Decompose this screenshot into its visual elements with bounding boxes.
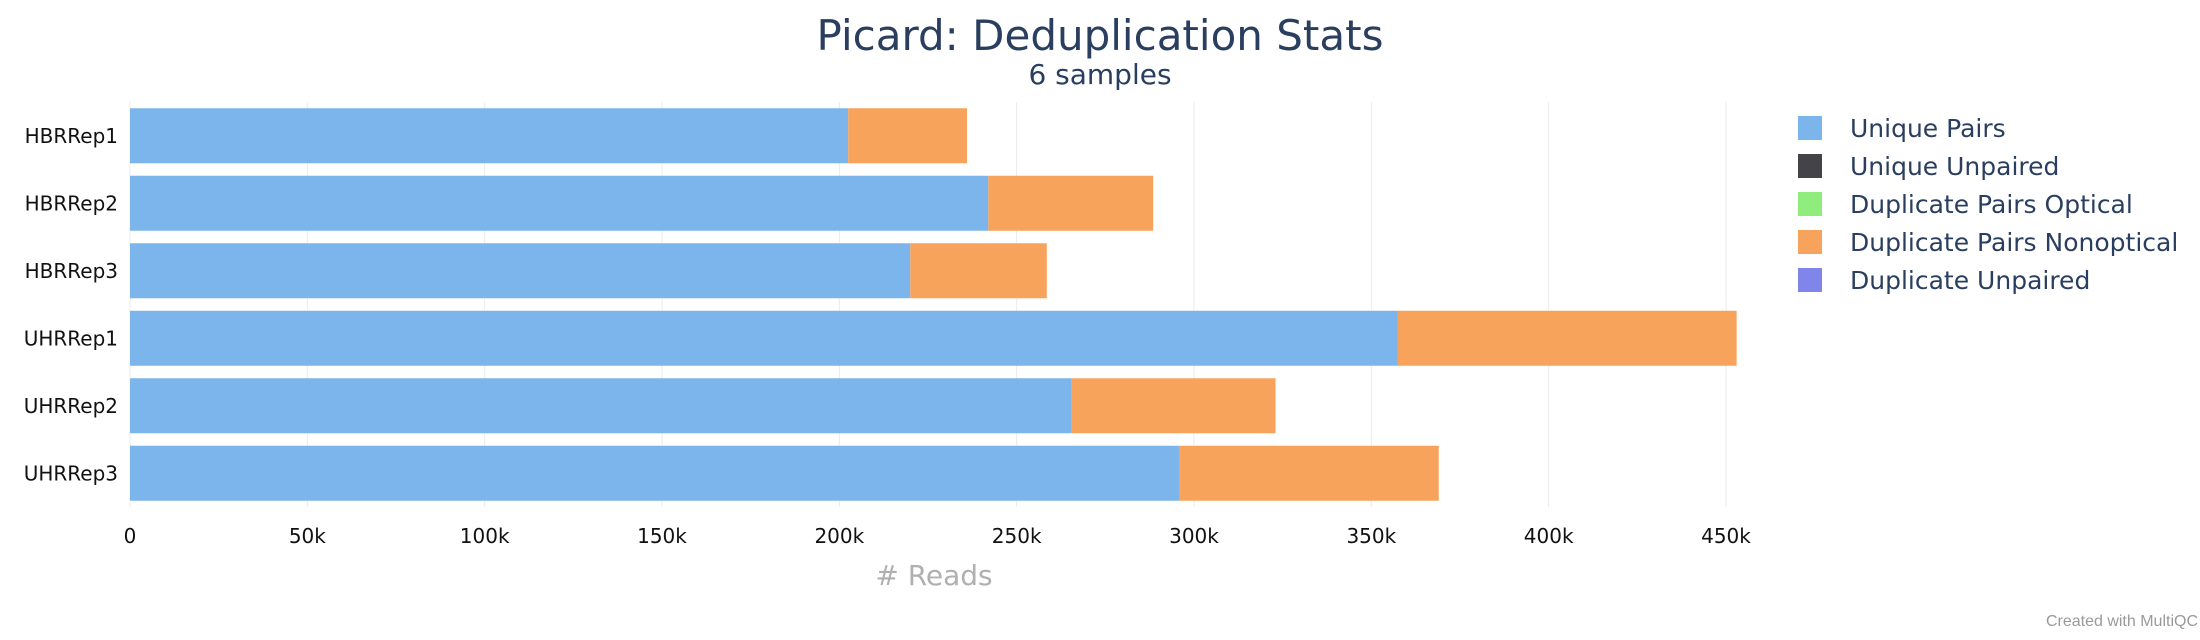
bar-unique-pairs-uhrrep2[interactable] xyxy=(130,378,1072,434)
bar-unique-pairs-hbrrep2[interactable] xyxy=(130,175,989,231)
bar-unique-pairs-hbrrep1[interactable] xyxy=(130,108,849,164)
credit-text: Created with MultiQC xyxy=(2046,613,2198,630)
bar-duplicate-pairs-nonoptical-hbrrep3[interactable] xyxy=(910,243,1047,299)
legend: Unique Pairs Unique Unpaired Duplicate Pai… xyxy=(1798,114,2178,295)
grid xyxy=(129,102,1727,507)
x-tick-label: 100k xyxy=(460,524,510,548)
legend-swatch-unique-unpaired[interactable] xyxy=(1798,154,1822,178)
x-tick-label: 450k xyxy=(1701,524,1751,548)
x-tick-label: 400k xyxy=(1524,524,1574,548)
y-tick-label: UHRRep3 xyxy=(24,461,118,485)
x-tick-label: 150k xyxy=(637,524,687,548)
legend-swatch-duplicate-pairs-nonoptical[interactable] xyxy=(1798,230,1822,254)
bar-duplicate-pairs-nonoptical-uhrrep1[interactable] xyxy=(1397,310,1737,366)
bar-duplicate-pairs-nonoptical-uhrrep3[interactable] xyxy=(1179,445,1439,501)
legend-label-duplicate-pairs-nonoptical[interactable]: Duplicate Pairs Nonoptical xyxy=(1850,228,2178,257)
legend-label-duplicate-unpaired[interactable]: Duplicate Unpaired xyxy=(1850,266,2090,295)
y-tick-label: UHRRep2 xyxy=(24,394,118,418)
legend-swatch-duplicate-unpaired[interactable] xyxy=(1798,268,1822,292)
x-tick-label: 50k xyxy=(289,524,326,548)
legend-label-unique-unpaired[interactable]: Unique Unpaired xyxy=(1850,152,2059,181)
y-tick-label: UHRRep1 xyxy=(24,326,118,350)
chart-subtitle: 6 samples xyxy=(1028,58,1171,91)
legend-label-unique-pairs[interactable]: Unique Pairs xyxy=(1850,114,2006,143)
x-tick-label: 300k xyxy=(1169,524,1219,548)
x-tick-label: 0 xyxy=(124,524,137,548)
chart-title: Picard: Deduplication Stats xyxy=(817,11,1384,60)
y-axis: HBRRep1 HBRRep2 HBRRep3 UHRRep1 UHRRep2 UHRRe… xyxy=(24,124,118,486)
legend-swatch-unique-pairs[interactable] xyxy=(1798,116,1822,140)
bar-duplicate-pairs-nonoptical-uhrrep2[interactable] xyxy=(1071,378,1276,434)
x-axis: 0 50k 100k 150k 200k 250k 300k 350k 400k 450k xyxy=(124,524,1752,548)
bars xyxy=(130,108,1737,501)
bar-unique-pairs-hbrrep3[interactable] xyxy=(130,243,911,299)
y-tick-label: HBRRep2 xyxy=(25,191,118,215)
bar-unique-pairs-uhrrep3[interactable] xyxy=(130,445,1180,501)
x-axis-label: # Reads xyxy=(875,559,992,592)
bar-duplicate-pairs-nonoptical-hbrrep1[interactable] xyxy=(848,108,968,164)
legend-label-duplicate-pairs-optical[interactable]: Duplicate Pairs Optical xyxy=(1850,190,2133,219)
y-tick-label: HBRRep1 xyxy=(25,124,118,148)
x-tick-label: 350k xyxy=(1346,524,1396,548)
x-tick-label: 200k xyxy=(814,524,864,548)
legend-swatch-duplicate-pairs-optical[interactable] xyxy=(1798,192,1822,216)
bar-unique-pairs-uhrrep1[interactable] xyxy=(130,310,1398,366)
bar-duplicate-pairs-nonoptical-hbrrep2[interactable] xyxy=(988,175,1154,231)
y-tick-label: HBRRep3 xyxy=(25,259,118,283)
x-tick-label: 250k xyxy=(992,524,1042,548)
